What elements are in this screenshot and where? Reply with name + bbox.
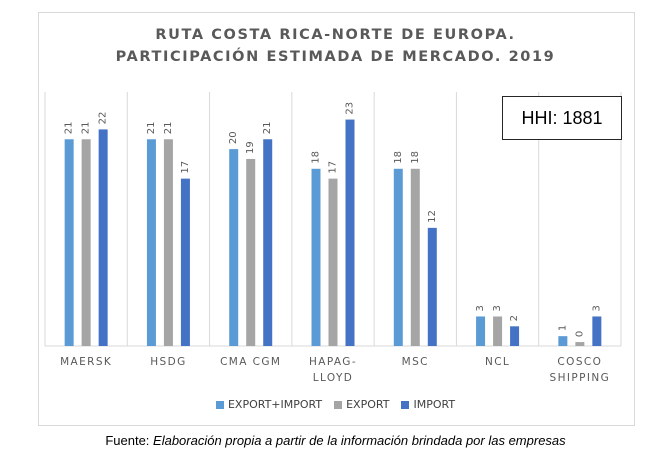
category-label: MSC bbox=[402, 356, 429, 368]
data-label: 0 bbox=[574, 331, 585, 337]
bar-2-cat-5 bbox=[410, 168, 420, 346]
data-label: 18 bbox=[410, 151, 421, 164]
category-label: SHIPPING bbox=[550, 372, 611, 384]
source-note: Fuente: Elaboración propia a partir de l… bbox=[0, 433, 671, 448]
bar-3-cat-6 bbox=[510, 326, 520, 346]
bar-3-cat-1 bbox=[98, 129, 108, 346]
data-label: 3 bbox=[591, 305, 602, 311]
bar-1-cat-6 bbox=[476, 316, 486, 346]
bar-2-cat-3 bbox=[246, 158, 256, 346]
category-label: COSCO bbox=[557, 356, 602, 368]
bar-3-cat-3 bbox=[263, 139, 273, 346]
bar-1-cat-2 bbox=[146, 139, 156, 346]
data-label: 18 bbox=[393, 151, 404, 164]
data-label: 21 bbox=[262, 122, 273, 135]
data-label: 17 bbox=[180, 161, 191, 174]
category-label: NCL bbox=[485, 356, 510, 368]
bar-1-cat-1 bbox=[64, 139, 74, 346]
category-label: MAERSK bbox=[60, 356, 112, 368]
legend-label-export-import: EXPORT+IMPORT bbox=[227, 398, 323, 411]
chart-title: RUTA COSTA RICA-NORTE DE EUROPA. PARTICI… bbox=[0, 24, 671, 68]
data-label: 2 bbox=[509, 315, 520, 321]
category-label: LLOYD bbox=[313, 372, 354, 384]
legend-label-import: IMPORT bbox=[413, 398, 456, 411]
data-label: 1 bbox=[557, 325, 568, 331]
bar-1-cat-3 bbox=[229, 149, 239, 346]
chart-title-line-2: PARTICIPACIÓN ESTIMADA DE MERCADO. 2019 bbox=[115, 49, 556, 65]
data-label: 21 bbox=[163, 122, 174, 135]
category-label: CMA CGM bbox=[220, 356, 281, 368]
bar-3-cat-5 bbox=[427, 227, 437, 346]
category-label: HSDG bbox=[150, 356, 186, 368]
bar-2-cat-6 bbox=[493, 316, 503, 346]
data-label: 18 bbox=[311, 151, 322, 164]
data-label: 17 bbox=[328, 161, 339, 174]
legend-swatch-import bbox=[401, 400, 410, 409]
legend-item-import: IMPORT bbox=[401, 398, 455, 411]
bar-1-cat-5 bbox=[393, 168, 403, 346]
bar-2-cat-1 bbox=[81, 139, 91, 346]
category-label: HAPAG- bbox=[309, 356, 357, 368]
data-label: 12 bbox=[427, 210, 438, 223]
data-label: 3 bbox=[475, 305, 486, 311]
legend-label-export: EXPORT bbox=[346, 398, 390, 411]
data-label: 23 bbox=[345, 102, 356, 115]
data-label: 19 bbox=[245, 141, 256, 154]
bar-3-cat-7 bbox=[592, 316, 602, 346]
data-label: 21 bbox=[81, 122, 92, 135]
data-label: 20 bbox=[228, 131, 239, 144]
chart-title-line-1: RUTA COSTA RICA-NORTE DE EUROPA. bbox=[155, 27, 516, 43]
legend-swatch-export bbox=[334, 400, 343, 409]
bar-2-cat-2 bbox=[163, 139, 173, 346]
data-label: 22 bbox=[98, 112, 109, 125]
bar-2-cat-4 bbox=[328, 178, 338, 346]
source-prefix: Fuente: bbox=[105, 433, 154, 448]
bar-1-cat-4 bbox=[311, 168, 321, 346]
bar-1-cat-7 bbox=[558, 336, 568, 346]
legend-item-export: EXPORT bbox=[334, 398, 389, 411]
data-label: 3 bbox=[492, 305, 503, 311]
legend-swatch-export-import bbox=[215, 400, 224, 409]
legend-item-export-import: EXPORT+IMPORT bbox=[215, 398, 323, 411]
data-label: 21 bbox=[64, 122, 75, 135]
hhi-annotation: HHI: 1881 bbox=[502, 96, 622, 140]
source-text: Elaboración propia a partir de la inform… bbox=[153, 433, 566, 448]
chart-legend: EXPORT+IMPORT EXPORT IMPORT bbox=[0, 398, 671, 411]
data-label: 21 bbox=[146, 122, 157, 135]
bar-2-cat-7 bbox=[575, 342, 585, 346]
bar-3-cat-2 bbox=[180, 178, 190, 346]
bar-3-cat-4 bbox=[345, 119, 355, 347]
